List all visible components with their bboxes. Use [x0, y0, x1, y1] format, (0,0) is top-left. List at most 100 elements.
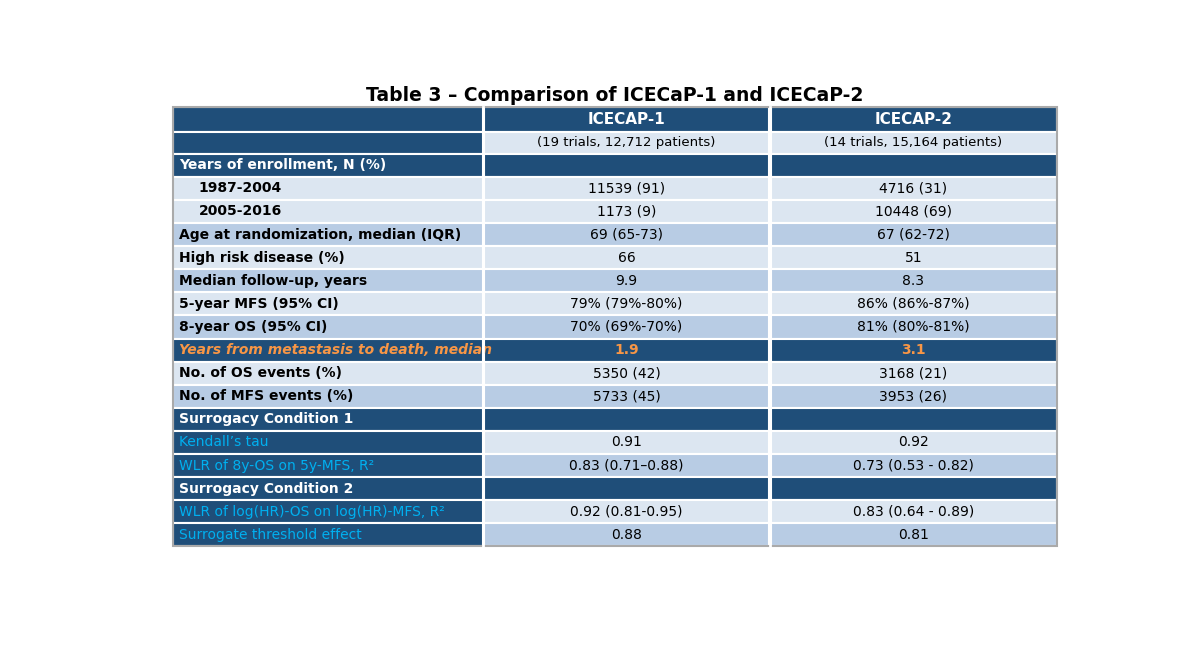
Bar: [770, 177, 1057, 200]
Bar: [173, 408, 484, 431]
Text: 11539 (91): 11539 (91): [588, 182, 665, 196]
Text: 3953 (26): 3953 (26): [880, 389, 947, 403]
Bar: [173, 200, 484, 223]
Bar: [173, 293, 484, 315]
Text: Surrogate threshold effect: Surrogate threshold effect: [180, 528, 362, 542]
Bar: [173, 500, 484, 523]
Bar: [770, 269, 1057, 293]
Text: ICECAP-1: ICECAP-1: [588, 112, 666, 127]
Text: 67 (62-72): 67 (62-72): [877, 227, 950, 241]
Bar: [484, 385, 769, 408]
Bar: [484, 269, 769, 293]
Bar: [770, 431, 1057, 454]
Bar: [484, 338, 769, 362]
Bar: [173, 154, 484, 177]
Text: No. of OS events (%): No. of OS events (%): [180, 366, 342, 380]
Text: Surrogacy Condition 2: Surrogacy Condition 2: [180, 481, 354, 495]
Text: ICECAP-2: ICECAP-2: [875, 112, 953, 127]
Text: 69 (65-73): 69 (65-73): [590, 227, 664, 241]
Bar: [484, 107, 769, 132]
Bar: [770, 315, 1057, 338]
Bar: [484, 315, 769, 338]
Text: 66: 66: [618, 251, 636, 265]
Text: 3168 (21): 3168 (21): [880, 366, 948, 380]
Bar: [770, 246, 1057, 269]
Text: 1.9: 1.9: [614, 343, 638, 357]
Bar: [173, 338, 484, 362]
Bar: [770, 385, 1057, 408]
Bar: [173, 107, 1057, 547]
Bar: [173, 246, 484, 269]
Bar: [770, 132, 1057, 154]
Bar: [484, 177, 769, 200]
Text: (14 trials, 15,164 patients): (14 trials, 15,164 patients): [824, 136, 1002, 150]
Bar: [770, 338, 1057, 362]
Text: 79% (79%-80%): 79% (79%-80%): [570, 297, 683, 311]
Bar: [173, 362, 484, 385]
Text: 0.88: 0.88: [611, 528, 642, 542]
Text: 0.92: 0.92: [898, 436, 929, 450]
Bar: [770, 523, 1057, 547]
Text: WLR of 8y-OS on 5y-MFS, R²: WLR of 8y-OS on 5y-MFS, R²: [180, 459, 374, 473]
Text: 5-year MFS (95% CI): 5-year MFS (95% CI): [180, 297, 340, 311]
Bar: [484, 200, 769, 223]
Bar: [484, 132, 769, 154]
Text: 0.83 (0.71–0.88): 0.83 (0.71–0.88): [569, 459, 684, 473]
Bar: [173, 107, 484, 132]
Bar: [770, 454, 1057, 477]
Text: 3.1: 3.1: [901, 343, 925, 357]
Bar: [484, 362, 769, 385]
Text: No. of MFS events (%): No. of MFS events (%): [180, 389, 354, 403]
Text: Kendall’s tau: Kendall’s tau: [180, 436, 269, 450]
Bar: [173, 223, 484, 246]
Bar: [484, 408, 769, 431]
Bar: [173, 315, 484, 338]
Bar: [173, 523, 484, 547]
Bar: [770, 223, 1057, 246]
Bar: [770, 500, 1057, 523]
Bar: [484, 431, 769, 454]
Text: 1987-2004: 1987-2004: [199, 182, 282, 196]
Text: 70% (69%-70%): 70% (69%-70%): [570, 320, 683, 334]
Text: WLR of log(HR)-OS on log(HR)-MFS, R²: WLR of log(HR)-OS on log(HR)-MFS, R²: [180, 505, 445, 519]
Bar: [484, 454, 769, 477]
Bar: [484, 523, 769, 547]
Bar: [173, 132, 484, 154]
Bar: [770, 154, 1057, 177]
Bar: [770, 107, 1057, 132]
Bar: [173, 177, 484, 200]
Text: 2005-2016: 2005-2016: [199, 204, 282, 219]
Text: 51: 51: [905, 251, 922, 265]
Bar: [770, 200, 1057, 223]
Text: 0.83 (0.64 - 0.89): 0.83 (0.64 - 0.89): [853, 505, 974, 519]
Bar: [173, 385, 484, 408]
Bar: [173, 477, 484, 500]
Bar: [173, 454, 484, 477]
Text: Median follow-up, years: Median follow-up, years: [180, 274, 367, 288]
Text: 4716 (31): 4716 (31): [880, 182, 948, 196]
Text: 81% (80%-81%): 81% (80%-81%): [857, 320, 970, 334]
Bar: [484, 223, 769, 246]
Text: (19 trials, 12,712 patients): (19 trials, 12,712 patients): [538, 136, 716, 150]
Text: Age at randomization, median (IQR): Age at randomization, median (IQR): [180, 227, 462, 241]
Bar: [173, 269, 484, 293]
Bar: [770, 408, 1057, 431]
Bar: [484, 477, 769, 500]
Text: Years from metastasis to death, median: Years from metastasis to death, median: [180, 343, 492, 357]
Text: 0.91: 0.91: [611, 436, 642, 450]
Text: 0.73 (0.53 - 0.82): 0.73 (0.53 - 0.82): [853, 459, 974, 473]
Text: 86% (86%-87%): 86% (86%-87%): [857, 297, 970, 311]
Text: 5733 (45): 5733 (45): [593, 389, 660, 403]
Bar: [484, 154, 769, 177]
Text: 8-year OS (95% CI): 8-year OS (95% CI): [180, 320, 328, 334]
Text: 1173 (9): 1173 (9): [596, 204, 656, 219]
Text: 9.9: 9.9: [616, 274, 637, 288]
Bar: [484, 500, 769, 523]
Text: 0.92 (0.81-0.95): 0.92 (0.81-0.95): [570, 505, 683, 519]
Bar: [770, 477, 1057, 500]
Bar: [173, 431, 484, 454]
Text: 10448 (69): 10448 (69): [875, 204, 952, 219]
Text: Years of enrollment, N (%): Years of enrollment, N (%): [180, 158, 386, 172]
Bar: [770, 362, 1057, 385]
Text: Surrogacy Condition 1: Surrogacy Condition 1: [180, 412, 354, 426]
